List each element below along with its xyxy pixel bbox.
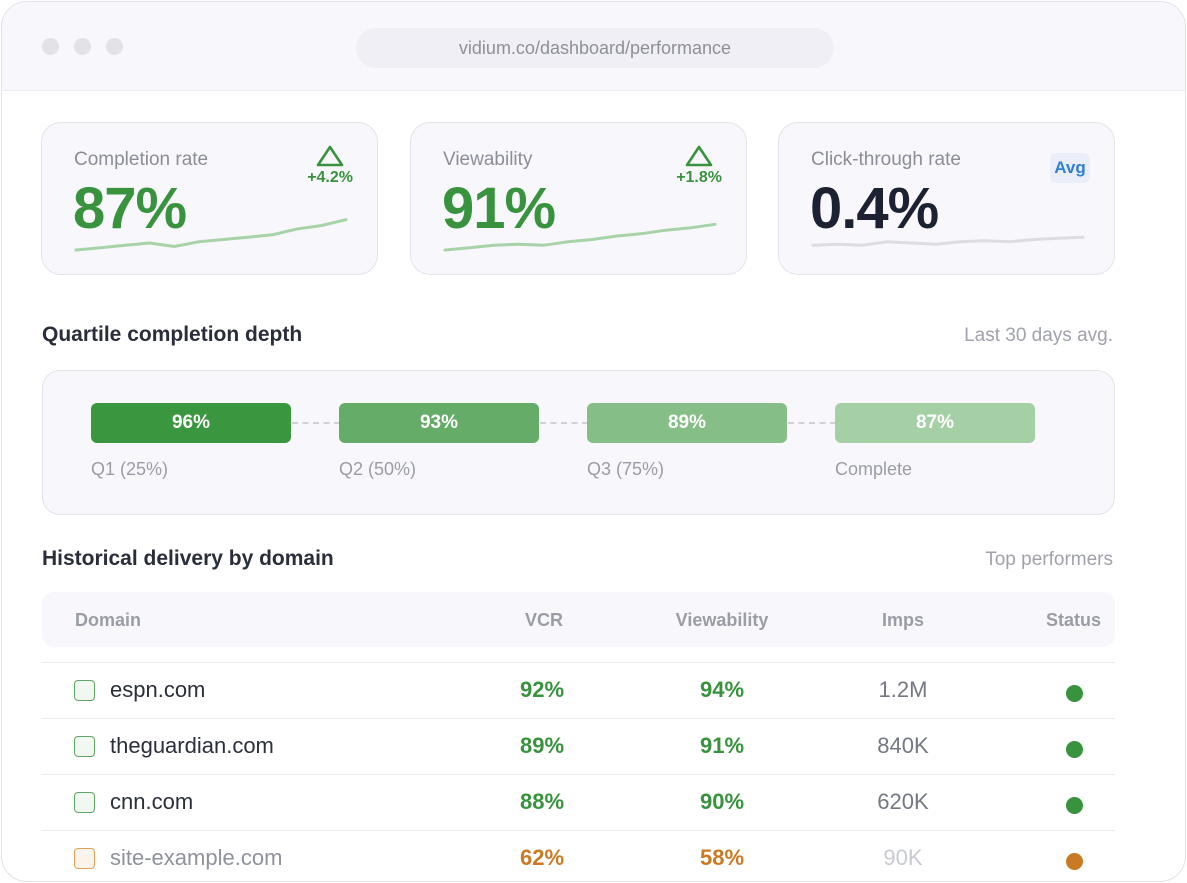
quartile-bar-q3: 89% [587, 403, 787, 443]
window-close-dot[interactable] [42, 38, 59, 55]
domain-name: theguardian.com [110, 733, 274, 758]
imps-value: 90K [883, 845, 923, 870]
avg-badge: Avg [1050, 153, 1090, 183]
table-row[interactable]: theguardian.com 89% 91% 840K [42, 718, 1115, 774]
sparkline-path [811, 235, 1085, 247]
quartile-section-note: Last 30 days avg. [964, 325, 1113, 346]
triangle-up-icon [316, 145, 344, 167]
kpi-sparkline [443, 222, 717, 252]
sparkline-path [443, 222, 717, 252]
sparkline-path [74, 218, 348, 252]
kpi-card-viewability: Viewability 91% +1.8% [410, 122, 747, 275]
quartile-label: Q3 (75%) [587, 459, 665, 479]
kpi-label: Viewability [443, 149, 533, 170]
status-dot-good [1066, 797, 1083, 814]
column-header-vcr[interactable]: VCR [524, 610, 563, 630]
row-checkbox[interactable] [74, 680, 95, 701]
quartile-bar-complete: 87% [835, 403, 1035, 443]
vcr-value: 62% [519, 845, 565, 870]
kpi-sparkline [811, 235, 1085, 247]
quartile-label: Complete [835, 459, 913, 479]
quartile-label: Q2 (50%) [339, 459, 417, 479]
kpi-delta: +1.8% [676, 145, 722, 187]
domain-name: espn.com [110, 677, 206, 702]
viewability-value: 91% [699, 733, 745, 758]
kpi-label: Click-through rate [811, 149, 961, 170]
imps-value: 620K [877, 789, 929, 814]
imps-value: 1.2M [878, 677, 928, 702]
column-header-viewability[interactable]: Viewability [675, 610, 769, 630]
quartile-section-title: Quartile completion depth [42, 323, 303, 346]
kpi-value: 91% [442, 176, 556, 241]
quartile-bar-q1: 96% [91, 403, 291, 443]
window-minimize-dot[interactable] [74, 38, 91, 55]
table-row[interactable]: site-example.com 62% 58% 90K [42, 830, 1115, 881]
kpi-delta-value: +1.8% [676, 169, 722, 186]
quartile-label: Q1 (25%) [91, 459, 169, 479]
viewability-value: 94% [699, 677, 745, 702]
domain-name: site-example.com [110, 845, 283, 870]
delivery-section-note: Top performers [985, 549, 1113, 570]
viewability-value: 90% [699, 789, 745, 814]
quartile-panel: 96% 93% 89% 87% Q1 (25%) Q2 (50%) Q3 (75… [42, 370, 1115, 515]
column-header-imps[interactable]: Imps [881, 610, 924, 630]
kpi-delta-value: +4.2% [307, 169, 353, 186]
kpi-delta: +4.2% [307, 145, 353, 187]
table-row[interactable]: cnn.com 88% 90% 620K [42, 774, 1115, 830]
domain-name: cnn.com [110, 789, 194, 814]
kpi-label: Completion rate [74, 149, 209, 170]
quartile-connector [540, 422, 588, 424]
kpi-sparkline [74, 218, 348, 252]
browser-titlebar: vidium.co/dashboard/performance [2, 2, 1185, 91]
window-maximize-dot[interactable] [106, 38, 123, 55]
row-checkbox[interactable] [74, 792, 95, 813]
row-checkbox[interactable] [74, 736, 95, 757]
column-header-status[interactable]: Status [1046, 610, 1102, 630]
kpi-value: 87% [73, 176, 187, 241]
address-bar[interactable]: vidium.co/dashboard/performance [356, 28, 834, 68]
table-header: Domain VCR Viewability Imps Status [42, 592, 1115, 647]
delivery-section-title: Historical delivery by domain [42, 547, 334, 570]
status-dot-good [1066, 741, 1083, 758]
row-checkbox[interactable] [74, 848, 95, 869]
quartile-bar-q2: 93% [339, 403, 539, 443]
imps-value: 840K [877, 733, 929, 758]
kpi-value: 0.4% [810, 176, 939, 241]
status-dot-warning [1066, 853, 1083, 870]
status-dot-good [1066, 685, 1083, 702]
table-row[interactable]: espn.com 92% 94% 1.2M [42, 662, 1115, 718]
column-header-domain[interactable]: Domain [75, 610, 142, 630]
vcr-value: 88% [519, 789, 565, 814]
viewability-value: 58% [699, 845, 745, 870]
kpi-card-completion-rate: Completion rate 87% +4.2% [41, 122, 378, 275]
vcr-value: 89% [519, 733, 565, 758]
quartile-connector [292, 422, 340, 424]
vcr-value: 92% [519, 677, 565, 702]
kpi-card-click-through-rate: Click-through rate 0.4% Avg [778, 122, 1115, 275]
triangle-up-icon [685, 145, 713, 167]
quartile-connector [788, 422, 836, 424]
